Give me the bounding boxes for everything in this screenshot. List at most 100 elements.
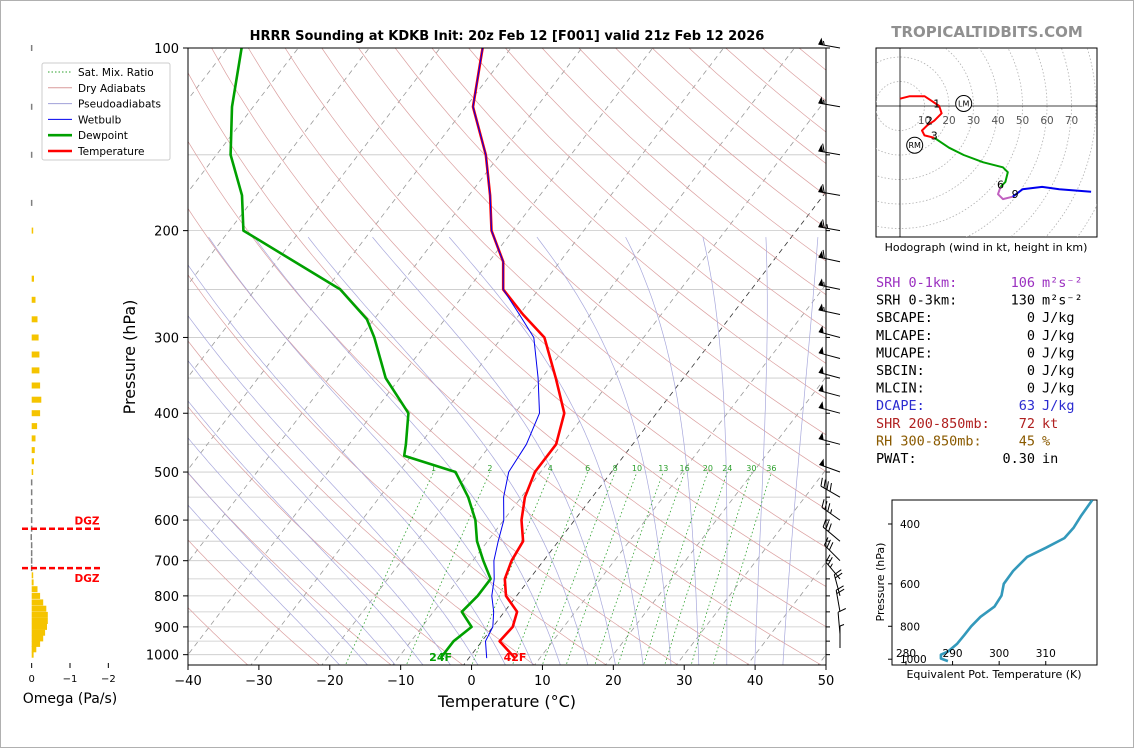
pseudoadiabat [188, 264, 506, 665]
x-tick-label: −10 [387, 674, 414, 689]
barb-half-flag [823, 306, 825, 312]
barb-flag [827, 503, 831, 512]
pseudoadiabat [188, 360, 451, 665]
mixing-ratio-label: 8 [613, 464, 618, 473]
barb-staff [818, 352, 841, 359]
stat-label: MUCAPE: [876, 345, 933, 361]
omega-bar [31, 296, 36, 303]
hodograph-height-label: 6 [997, 178, 1004, 191]
omega-bar [30, 489, 33, 496]
x-axis-label: Temperature (°C) [437, 692, 576, 711]
dry-adiabat [211, 48, 826, 628]
stat-unit: % [1042, 433, 1050, 449]
barb-pennant [818, 220, 824, 228]
stat-value: 45 [1019, 433, 1035, 449]
isotherm-line [188, 48, 512, 471]
barb-half-flag [822, 40, 825, 46]
wind-barbs [818, 37, 847, 648]
barb-pennant [818, 325, 824, 334]
x-tick-label: 40 [747, 674, 764, 689]
wind-barb [818, 325, 841, 338]
wind-barb [818, 432, 841, 445]
wind-barb [818, 346, 841, 359]
wind-barb [818, 184, 841, 196]
pseudoadiabat [188, 437, 396, 665]
stat-value: 63 [1019, 398, 1035, 414]
isotherm-line [463, 191, 826, 665]
wind-barb [837, 608, 847, 635]
omega-bar [30, 534, 32, 541]
barb-flag [822, 184, 825, 193]
barb-flag [834, 569, 842, 576]
omega-bar [31, 334, 39, 341]
pseudoadiabat [188, 315, 479, 665]
x-tick-label: −30 [245, 674, 272, 689]
omega-bar [30, 517, 33, 524]
x-tick-label: 10 [534, 674, 551, 689]
hodograph-height-label: 1 [933, 98, 940, 111]
barb-pennant [818, 250, 824, 259]
theta-e-frame [891, 499, 1098, 666]
barb-pennant [818, 384, 824, 392]
mixing-ratio-line [512, 471, 589, 665]
y-tick-label: 900 [154, 621, 179, 636]
barb-staff [818, 150, 841, 156]
theta-e-x-tick-label: 280 [896, 648, 916, 660]
barb-flag [821, 499, 825, 508]
theta-e-y-tick-label: 400 [900, 519, 920, 531]
pseudoadiabat [536, 236, 672, 665]
skewt-panel: 1 2 4 6 8 10 13 16 20 24 30 36 −40 −30 −20 −10 0 10 20 30 4… [120, 42, 834, 711]
theta-e-x-tick-label: 290 [943, 648, 963, 660]
legend-label: Dry Adiabats [78, 83, 146, 95]
barb-flag [823, 537, 829, 546]
hodograph-ring-label: 60 [1040, 115, 1053, 127]
mixing-ratio-label: 36 [766, 464, 776, 473]
legend-label: Wetbulb [78, 114, 122, 126]
stat-unit: J/kg [1042, 381, 1075, 397]
barb-flag [829, 482, 832, 492]
omega-bar [30, 151, 33, 158]
omega-bar [31, 396, 42, 403]
theta-e-y-tick-label: 600 [900, 579, 920, 591]
barb-flag [824, 501, 828, 510]
hodograph-ring-label: 20 [942, 115, 955, 127]
mixing-ratio-label: 1 [431, 464, 436, 473]
isotherm-line [188, 48, 370, 286]
isotherm-line [604, 376, 826, 665]
barb-flag [825, 521, 830, 530]
barb-staff [822, 526, 841, 542]
stat-unit: J/kg [1042, 363, 1075, 379]
theta-e-y-tick-label: 1000 [900, 654, 927, 666]
omega-bar [31, 447, 35, 454]
y-tick-label: 600 [154, 514, 179, 529]
stat-value: 0 [1027, 310, 1035, 326]
omega-bar [31, 579, 34, 586]
mixing-ratio-line [565, 471, 638, 665]
stat-unit: in [1042, 451, 1058, 467]
theta-e-x-tick-label: 300 [989, 648, 1009, 660]
isotherm-line [188, 48, 654, 656]
dry-adiabat [188, 140, 751, 665]
barb-pennant [818, 401, 824, 409]
mixing-ratio-label: 20 [703, 464, 713, 473]
y-tick-label: 700 [154, 555, 179, 570]
stat-label: MLCAPE: [876, 328, 933, 344]
stat-unit: J/kg [1042, 345, 1075, 361]
dry-adiabat [188, 406, 464, 665]
x-tick-label: 0 [467, 674, 475, 689]
isotherm-line [534, 283, 826, 665]
isotherm-line [675, 468, 826, 665]
y-tick-label: 500 [154, 466, 179, 481]
barb-flag [826, 481, 829, 490]
barb-staff [820, 485, 841, 498]
wind-barb [821, 499, 841, 521]
omega-bar [31, 227, 34, 234]
omega-bar [31, 640, 41, 647]
pseudoadiabat [372, 236, 616, 665]
barb-pennant [818, 303, 824, 311]
barb-flag [837, 608, 847, 613]
isotherm-line [321, 48, 795, 665]
barb-staff [821, 507, 841, 521]
barb-half-flag [829, 563, 833, 568]
